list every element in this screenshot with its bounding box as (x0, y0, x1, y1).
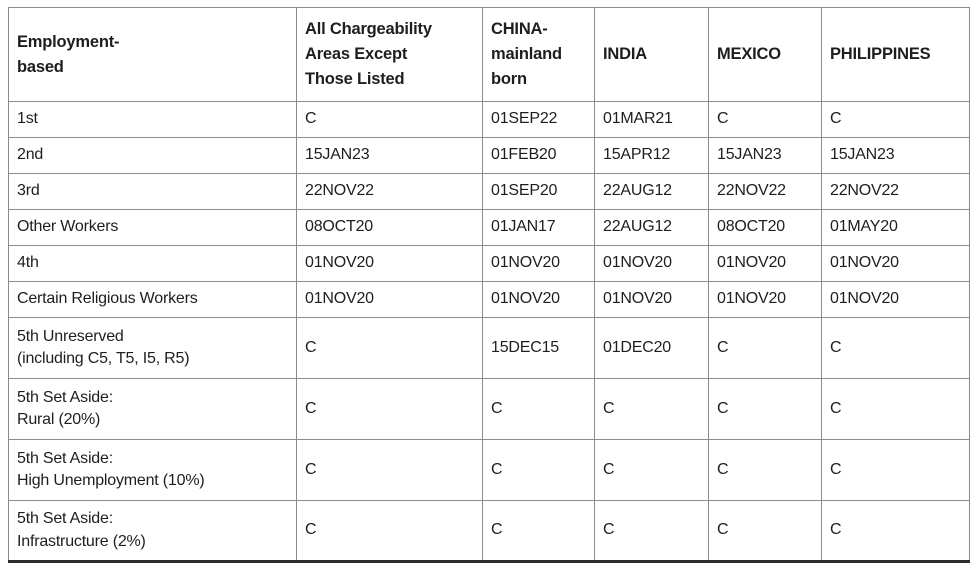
cell-value: 15DEC15 (482, 317, 595, 379)
cell-value: 15JAN23 (708, 137, 822, 174)
cell-value: C (594, 378, 709, 440)
cell-value: 01JAN17 (482, 209, 595, 246)
table-body: 1st C 01SEP22 01MAR21 C C 2nd 15JAN23 01FEB20 15A… (8, 101, 970, 562)
table-row: Certain Religious Workers 01NOV20 01NOV20 0… (8, 281, 970, 318)
row-category: 3rd (8, 173, 297, 210)
cell-value: 08OCT20 (296, 209, 483, 246)
cell-value: C (821, 439, 970, 501)
cell-value: 01NOV20 (594, 245, 709, 282)
row-category: Certain Religious Workers (8, 281, 297, 318)
cell-value: C (821, 500, 970, 562)
column-header-all-chargeability: All Chargeability Areas Except Those Lis… (296, 7, 483, 102)
cell-value: C (296, 317, 483, 379)
cell-value: C (708, 378, 822, 440)
table-row: 1st C 01SEP22 01MAR21 C C (8, 101, 970, 138)
column-header-mexico: MEXICO (708, 7, 822, 102)
cell-value: C (296, 439, 483, 501)
cell-value: C (296, 101, 483, 138)
table-row: 5th Set Aside: Rural (20%) C C C C C (8, 378, 970, 440)
cell-value: C (821, 101, 970, 138)
header-row: Employment- based All Chargeability Area… (8, 7, 970, 102)
cell-value: 01SEP20 (482, 173, 595, 210)
cell-value: C (594, 439, 709, 501)
cell-value: 01SEP22 (482, 101, 595, 138)
cell-value: C (296, 378, 483, 440)
cell-value: 01MAY20 (821, 209, 970, 246)
cell-value: 08OCT20 (708, 209, 822, 246)
cell-value: 22AUG12 (594, 209, 709, 246)
cell-value: 01NOV20 (821, 245, 970, 282)
cell-value: 15APR12 (594, 137, 709, 174)
cell-value: C (482, 500, 595, 562)
table-row: 4th 01NOV20 01NOV20 01NOV20 01NOV20 01NOV20 (8, 245, 970, 282)
cell-value: 01NOV20 (482, 281, 595, 318)
employment-based-final-action-dates-table: Employment- based All Chargeability Area… (8, 7, 970, 563)
cell-value: 15JAN23 (821, 137, 970, 174)
row-category: 5th Set Aside: Rural (20%) (8, 378, 297, 440)
column-header-philippines: PHILIPPINES (821, 7, 970, 102)
cell-value: C (708, 101, 822, 138)
cell-value: 01NOV20 (821, 281, 970, 318)
cell-value: C (821, 378, 970, 440)
row-category: 4th (8, 245, 297, 282)
table-header: Employment- based All Chargeability Area… (8, 7, 970, 102)
cell-value: 22NOV22 (708, 173, 822, 210)
cell-value: C (708, 500, 822, 562)
table-row: Other Workers 08OCT20 01JAN17 22AUG12 08OCT2… (8, 209, 970, 246)
cell-value: 01NOV20 (296, 281, 483, 318)
cell-value: 22AUG12 (594, 173, 709, 210)
row-category: Other Workers (8, 209, 297, 246)
column-header-india: INDIA (594, 7, 709, 102)
cell-value: C (594, 500, 709, 562)
row-category: 5th Set Aside: High Unemployment (10%) (8, 439, 297, 501)
cell-value: C (708, 439, 822, 501)
cell-value: C (482, 378, 595, 440)
row-category: 1st (8, 101, 297, 138)
table-row: 5th Set Aside: Infrastructure (2%) C C C C C (8, 500, 970, 562)
cell-value: 01NOV20 (594, 281, 709, 318)
cell-value: C (708, 317, 822, 379)
cell-value: 15JAN23 (296, 137, 483, 174)
cell-value: C (482, 439, 595, 501)
cell-value: 01FEB20 (482, 137, 595, 174)
column-header-china: CHINA- mainland born (482, 7, 595, 102)
cell-value: 01NOV20 (296, 245, 483, 282)
row-category: 5th Unreserved (including C5, T5, I5, R5… (8, 317, 297, 379)
table-row: 2nd 15JAN23 01FEB20 15APR12 15JAN23 15JAN23 (8, 137, 970, 174)
cell-value: 01DEC20 (594, 317, 709, 379)
table-row: 5th Set Aside: High Unemployment (10%) C C… (8, 439, 970, 501)
cell-value: 01MAR21 (594, 101, 709, 138)
row-category: 2nd (8, 137, 297, 174)
table-row: 3rd 22NOV22 01SEP20 22AUG12 22NOV22 22NOV22 (8, 173, 970, 210)
cell-value: 22NOV22 (821, 173, 970, 210)
column-header-employment-based: Employment- based (8, 7, 297, 102)
cell-value: 22NOV22 (296, 173, 483, 210)
cell-value: 01NOV20 (482, 245, 595, 282)
cell-value: 01NOV20 (708, 245, 822, 282)
cell-value: C (821, 317, 970, 379)
cell-value: 01NOV20 (708, 281, 822, 318)
row-category: 5th Set Aside: Infrastructure (2%) (8, 500, 297, 562)
cell-value: C (296, 500, 483, 562)
table-row: 5th Unreserved (including C5, T5, I5, R5… (8, 317, 970, 379)
